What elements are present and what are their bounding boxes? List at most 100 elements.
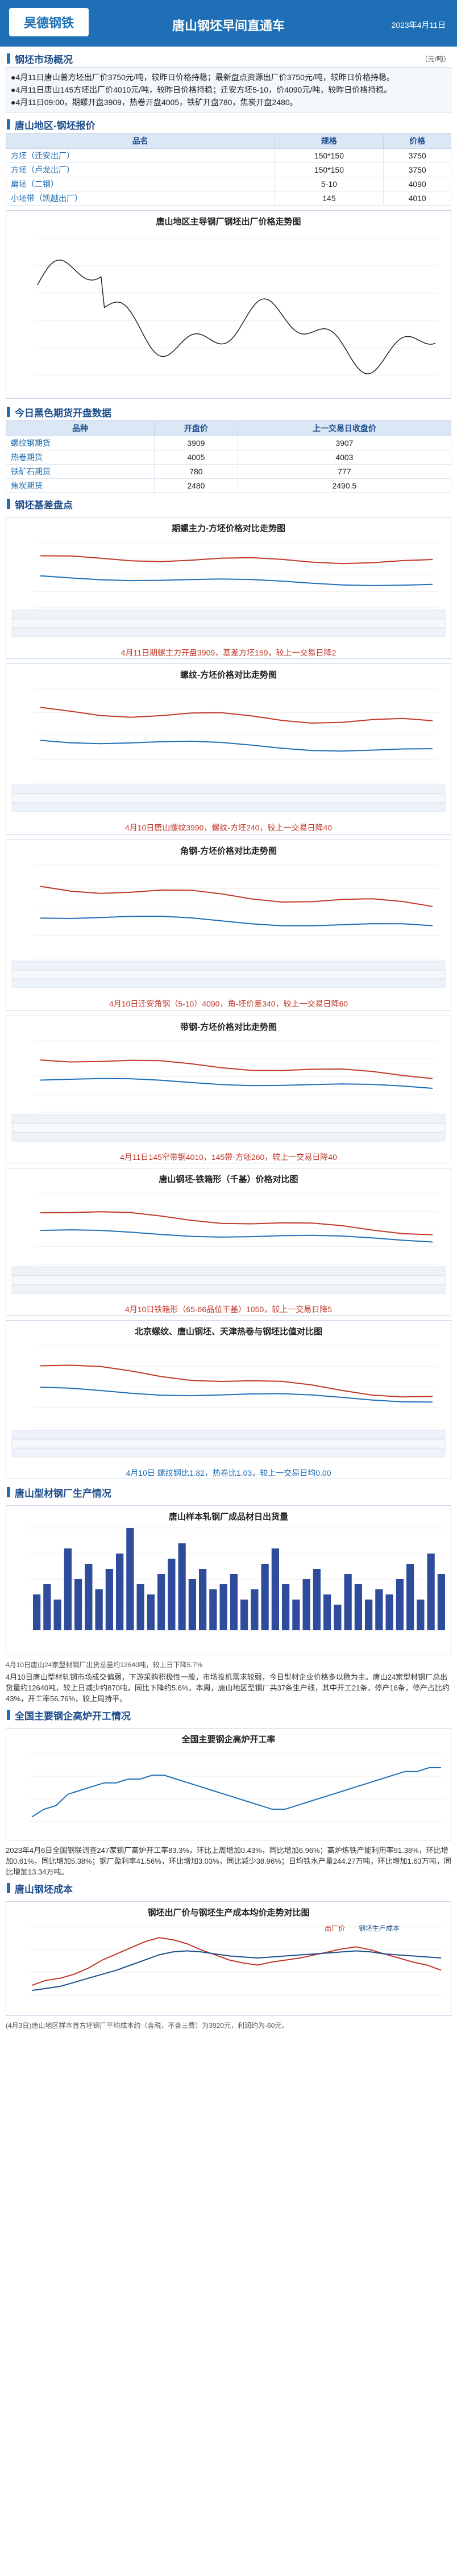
cell: 145 xyxy=(274,191,384,206)
chart-caption: 4月10日铁箱形（65-66品位干基）1050，较上一交易日降5 xyxy=(124,1305,333,1314)
production-bar xyxy=(74,1579,82,1630)
series-line-blue xyxy=(40,1229,433,1243)
production-bar xyxy=(323,1594,331,1630)
production-bars-svg xyxy=(29,1527,445,1631)
production-bar xyxy=(417,1600,425,1630)
table-strip xyxy=(11,784,446,794)
cell: 150*150 xyxy=(274,148,384,163)
basis-chart-1: 期螺主力-方坯价格对比走势图 4月11日期螺主力开盘3909，基差方坯159，较… xyxy=(6,517,451,659)
series-line-red xyxy=(40,1059,433,1079)
col-header: 规格 xyxy=(274,133,384,149)
futures-table-wrap: 品种 开盘价 上一交易日收盘价 螺纹钢期货 3909 3907 热卷期货 4005 40… xyxy=(6,420,452,493)
basis-chart-svg xyxy=(11,1041,446,1142)
legend-price: 出厂价 xyxy=(325,1924,345,1932)
company-logo: 昊德钢铁 xyxy=(9,8,89,36)
series-line-blue xyxy=(40,575,433,586)
production-bar xyxy=(334,1605,342,1630)
section-marker-icon xyxy=(7,1883,10,1893)
table-row: 方坯（卢龙出厂） 150*150 3750 xyxy=(6,162,451,177)
table-strip xyxy=(11,803,446,812)
col-header: 价格 xyxy=(383,133,451,149)
chart-title: 北京螺纹、唐山钢坯、天津热卷与钢坯比值对比图 xyxy=(134,1327,322,1337)
chart-title: 钢坯出厂价与钢坯生产成本均价走势对比图 xyxy=(147,1908,310,1918)
cell: 777 xyxy=(237,464,452,479)
production-bar xyxy=(271,1548,279,1630)
production-bar xyxy=(53,1600,61,1630)
production-bar xyxy=(95,1589,103,1630)
table-strip xyxy=(11,961,446,970)
basis-chart-5: 唐山钢坯-铁箱形（千基）价格对比图 4月10日铁箱形（65-66品位干基）105… xyxy=(6,1168,451,1316)
production-bar xyxy=(126,1528,134,1630)
unit-label: （元/吨） xyxy=(421,55,450,63)
table-header-row: 品名 规格 价格 xyxy=(6,133,451,149)
market-summary-box: ●4月11日唐山普方坯出厂价3750元/吨，较昨日价格持稳；最新盘点资源出厂价3… xyxy=(6,67,451,112)
section-marker-icon xyxy=(7,119,10,130)
cell: 3750 xyxy=(383,148,451,163)
cell: 扁坯（二钢） xyxy=(6,177,275,191)
report-date: 2023年4月11日 xyxy=(391,20,446,30)
production-bar xyxy=(313,1569,321,1630)
market-line: ●4月11日唐山145方坯出厂价4010元/吨，较昨日价格持稳；迁安方坯5-10… xyxy=(11,85,392,94)
production-bar xyxy=(105,1569,113,1630)
chart-title: 唐山样本轧钢厂成品材日出货量 xyxy=(168,1512,288,1522)
section-marker-icon xyxy=(7,53,10,64)
table-strip xyxy=(11,1114,446,1124)
production-bar xyxy=(344,1574,352,1630)
production-bar xyxy=(375,1589,383,1630)
futures-table: 品种 开盘价 上一交易日收盘价 螺纹钢期货 3909 3907 热卷期货 4005 40… xyxy=(6,420,452,493)
cell: 4090 xyxy=(383,177,451,191)
chart-title: 唐山地区主导钢厂钢坯出厂价格走势图 xyxy=(156,217,301,227)
table-strip xyxy=(11,970,446,979)
production-bar xyxy=(116,1554,124,1630)
production-paragraph: 4月10日唐山型材轧钢市场成交偏弱，下游采购积极性一般，市场投机需求较弱，今日型… xyxy=(6,1673,450,1703)
page-header: 昊德钢铁 唐山钢坯早间直通车 2023年4月11日 xyxy=(0,0,457,47)
table-strip xyxy=(11,1284,446,1294)
quote-table: 品名 规格 价格 方坯（迁安出厂） 150*150 3750 方坯（卢龙出厂） 150… xyxy=(6,133,451,206)
production-bar xyxy=(282,1584,290,1630)
table-row: 热卷期货 4005 4003 xyxy=(6,450,452,465)
basis-chart-svg xyxy=(11,865,446,988)
cell: 铁矿石期货 xyxy=(6,464,155,479)
cost-note: (4月3日)唐山地区样本普方坯钢厂平均成本约（含税，不含三费）为3920元，利润… xyxy=(6,2022,289,2030)
cell: 螺纹钢期货 xyxy=(6,436,155,450)
legend-cost: 钢坯生产成本 xyxy=(359,1924,400,1932)
production-bar xyxy=(178,1543,186,1630)
production-bar xyxy=(385,1594,393,1630)
table-strip xyxy=(11,1430,446,1439)
basis-chart-svg xyxy=(11,1345,446,1458)
section-marker-icon xyxy=(7,407,10,417)
production-bar-chart: 唐山样本轧钢厂成品材日出货量 xyxy=(6,1505,451,1655)
table-strip xyxy=(11,1439,446,1448)
chart-title: 螺纹-方坯价格对比走势图 xyxy=(180,670,277,680)
table-strip xyxy=(11,794,446,803)
basis-section-title: 钢坯基差盘点 xyxy=(0,495,457,512)
production-bar xyxy=(136,1584,144,1630)
cell: 3750 xyxy=(383,162,451,177)
chart-title: 唐山钢坯-铁箱形（千基）价格对比图 xyxy=(159,1175,298,1184)
production-bar xyxy=(365,1600,373,1630)
blast-paragraph: 2023年4月6日全国钢联调查247家钢厂高炉开工率83.3%，环比上周增加0.… xyxy=(6,1846,451,1876)
cell: 3907 xyxy=(237,436,452,450)
cell: 150*150 xyxy=(274,162,384,177)
table-row: 铁矿石期货 780 777 xyxy=(6,464,452,479)
series-line-blue xyxy=(40,1387,433,1403)
production-bar xyxy=(168,1559,176,1630)
cell: 4003 xyxy=(237,450,452,465)
col-header: 品种 xyxy=(6,420,155,436)
market-line: ●4月11日唐山普方坯出厂价3750元/吨，较昨日价格持稳；最新盘点资源出厂价3… xyxy=(11,73,394,82)
chart-caption: 4月10日唐山螺纹3990，螺纹-方坯240，较上一交易日降40 xyxy=(124,823,333,832)
table-strip xyxy=(11,619,446,628)
cell: 焦炭期货 xyxy=(6,478,155,493)
blast-line-chart: 全国主要钢企高炉开工率 xyxy=(6,1728,451,1840)
table-strip xyxy=(11,1132,446,1142)
chart-title: 全国主要钢企高炉开工率 xyxy=(181,1735,276,1744)
cost-section-title: 唐山钢坯成本 xyxy=(0,1880,457,1897)
production-bar xyxy=(219,1584,227,1630)
market-line: ●4月11日09:00，期螺开盘3909，热卷开盘4005，铁矿开盘780，焦炭… xyxy=(11,98,298,107)
series-line-blue xyxy=(40,1078,433,1089)
production-bar xyxy=(261,1564,269,1630)
chart-caption: 4月10日迁安角钢（5-10）4090，角-坯价差340，较上一交易日降60 xyxy=(109,999,348,1008)
table-strip xyxy=(11,609,446,619)
table-strip xyxy=(11,628,446,637)
production-bar xyxy=(188,1579,196,1630)
